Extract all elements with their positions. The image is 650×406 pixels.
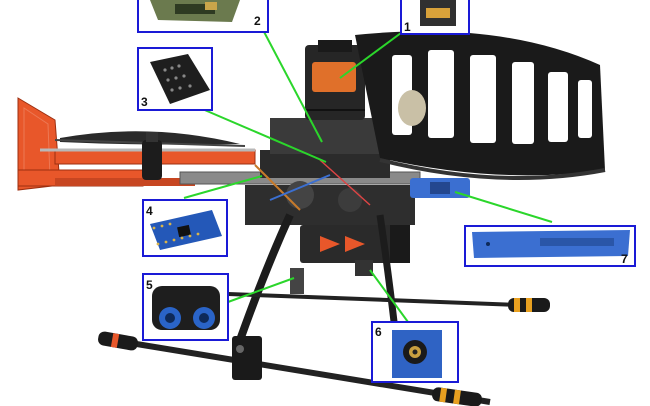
- callout-3: 3: [137, 47, 213, 111]
- callout-4: 4: [142, 199, 228, 257]
- callout-2-number: 2: [254, 14, 261, 28]
- callout-2: 2: [137, 0, 269, 33]
- realsense-mount: [410, 178, 470, 198]
- drone: [17, 31, 606, 406]
- center-frame: [179, 118, 421, 225]
- callout-1-number: 1: [404, 20, 411, 34]
- callout-7-number: 7: [621, 252, 628, 266]
- leader-lines: [183, 27, 553, 323]
- callout-5: 5: [142, 273, 229, 341]
- callout-5-number: 5: [146, 278, 153, 292]
- callout-6: 6: [371, 321, 459, 383]
- callout-7: 7: [464, 225, 636, 267]
- landing-gear: [98, 213, 550, 406]
- callout-3-number: 3: [141, 95, 148, 109]
- callout-6-number: 6: [375, 325, 382, 339]
- battery: [300, 225, 410, 263]
- propeller: [54, 131, 246, 180]
- orange-arm: [17, 97, 256, 191]
- callout-1: 1: [400, 0, 470, 35]
- callout-4-number: 4: [146, 204, 153, 218]
- lidar-sensor: [305, 40, 365, 120]
- cage: [355, 31, 606, 180]
